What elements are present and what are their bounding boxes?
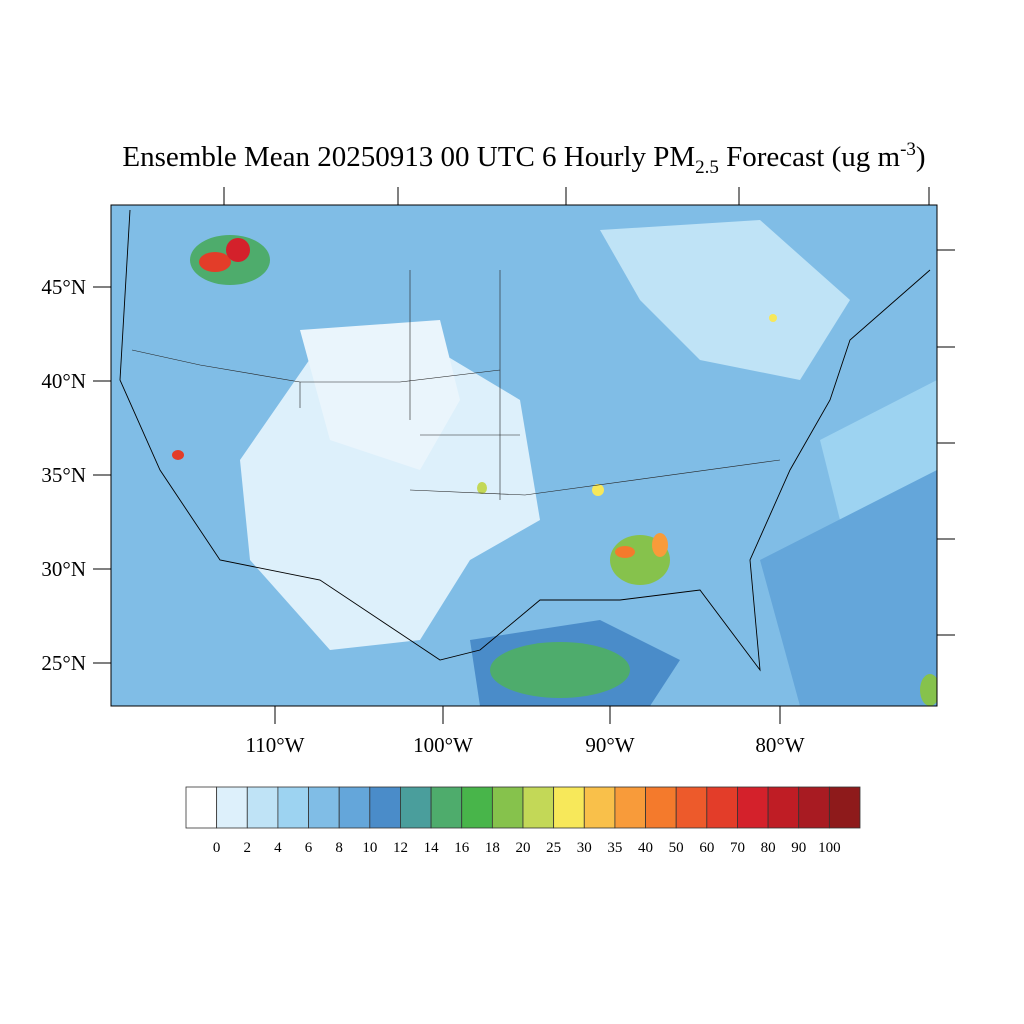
colorbar-label: 10 xyxy=(362,840,377,856)
colorbar-label: 100 xyxy=(818,840,841,856)
colorbar-label: 30 xyxy=(577,840,592,856)
color-box xyxy=(767,786,800,829)
colorbar-label: 4 xyxy=(274,840,282,856)
colorbar-label: 8 xyxy=(335,840,343,856)
colorbar-label: 90 xyxy=(791,840,806,856)
color-box xyxy=(461,786,493,829)
color-box xyxy=(645,786,677,829)
lat-label: 35°N xyxy=(41,463,86,487)
colorbar-label: 6 xyxy=(305,840,313,856)
colorbar-label: 0 xyxy=(213,840,221,856)
lon-label: 90°W xyxy=(585,733,634,757)
color-box xyxy=(216,786,248,829)
map-labels: 45°N 40°N 35°N 30°N 25°N 110°W 100°W 90°W 80°W xyxy=(41,275,804,757)
title: Ensemble Mean 20250913 00 UTC 6 Hourly P… xyxy=(122,139,925,178)
color-box xyxy=(553,786,585,829)
color-box xyxy=(430,786,463,829)
color-box xyxy=(185,786,218,829)
colorbar-label: 16 xyxy=(454,840,470,856)
colorbar-label: 14 xyxy=(424,840,440,856)
color-box xyxy=(737,786,769,829)
colorbar: 0 2 4 6 8 10 12 14 16 18 20 25 30 35 40 50 60 70 80 90 100 xyxy=(185,786,861,856)
colorbar-label: 20 xyxy=(516,840,531,856)
lat-label: 45°N xyxy=(41,275,86,299)
colorbar-label: 60 xyxy=(699,840,714,856)
color-box xyxy=(277,786,309,829)
colorbar-label: 18 xyxy=(485,840,500,856)
lon-label: 110°W xyxy=(246,733,305,757)
color-box xyxy=(369,786,401,829)
colorbar-label: 40 xyxy=(638,840,653,856)
colorbar-label: 12 xyxy=(393,840,408,856)
color-box xyxy=(522,786,555,829)
color-box xyxy=(246,786,279,829)
colorbar-label: 50 xyxy=(669,840,684,856)
color-box xyxy=(583,786,616,829)
colorbar-label: 80 xyxy=(761,840,776,856)
color-box xyxy=(400,786,432,829)
lat-label: 30°N xyxy=(41,557,86,581)
lon-label: 80°W xyxy=(755,733,804,757)
colorbar-label: 2 xyxy=(244,840,252,856)
lon-label: 100°W xyxy=(413,733,473,757)
lat-label: 40°N xyxy=(41,369,86,393)
colorbar-label: 70 xyxy=(730,840,745,856)
map-field xyxy=(93,187,955,724)
color-box xyxy=(491,786,524,829)
color-box xyxy=(828,786,861,829)
color-box xyxy=(308,786,340,829)
color-box xyxy=(675,786,708,829)
color-box xyxy=(614,786,646,829)
colorbar-label: 35 xyxy=(607,840,622,856)
color-box xyxy=(706,786,738,829)
lat-label: 25°N xyxy=(41,651,86,675)
color-box xyxy=(338,786,371,829)
colorbar-label: 25 xyxy=(546,840,561,856)
color-box xyxy=(798,786,830,829)
